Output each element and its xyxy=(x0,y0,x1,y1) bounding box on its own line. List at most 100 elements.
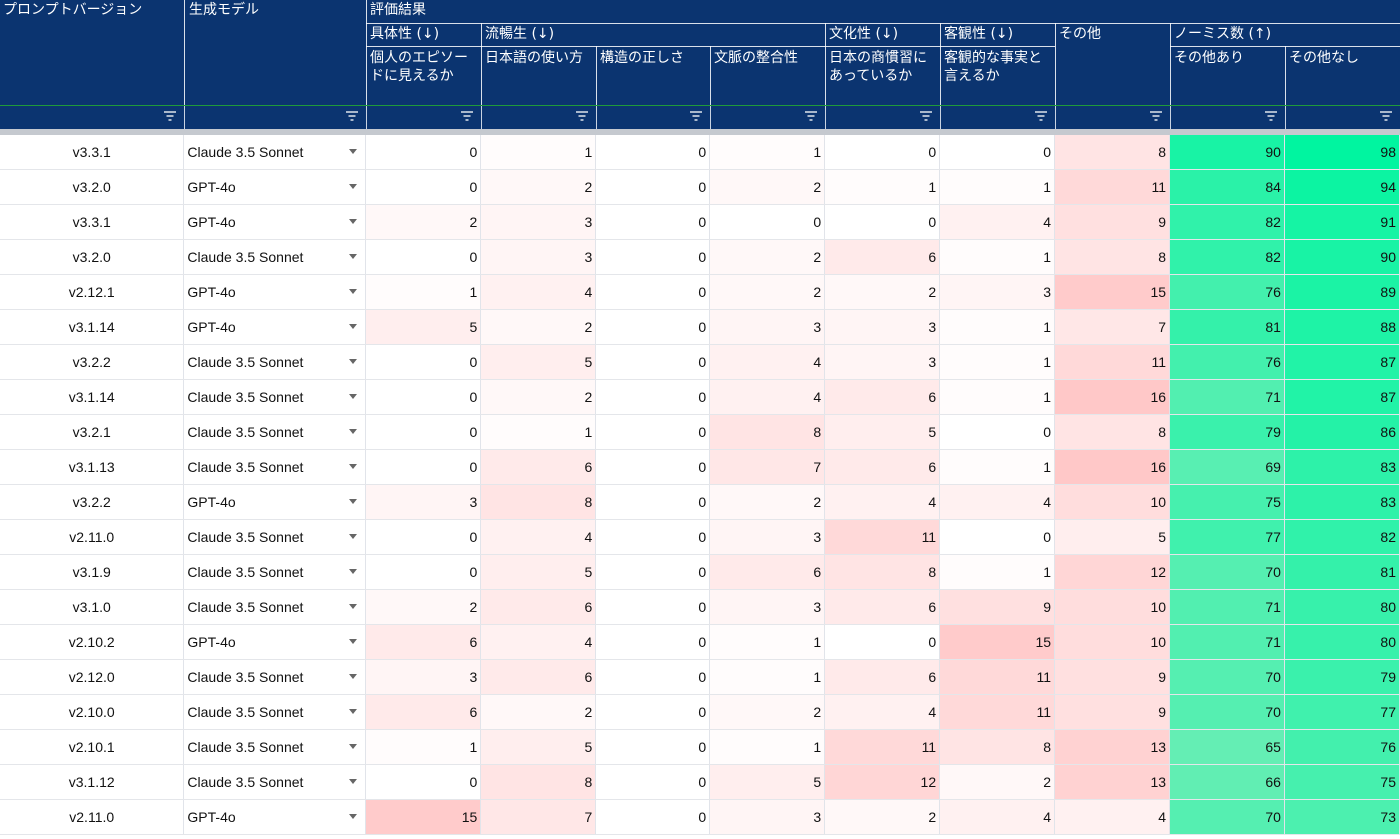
cell-prompt-version[interactable]: v3.3.1 xyxy=(0,135,185,170)
filter-icon[interactable] xyxy=(460,109,474,123)
dropdown-arrow-icon[interactable] xyxy=(349,289,358,294)
cell-structure[interactable]: 0 xyxy=(595,694,711,730)
cell-structure[interactable]: 0 xyxy=(595,169,711,205)
cell-structure[interactable]: 0 xyxy=(595,519,711,555)
cell-model-dropdown[interactable]: Claude 3.5 Sonnet xyxy=(183,449,367,485)
filter-icon[interactable] xyxy=(1034,109,1048,123)
cell-fact[interactable]: 9 xyxy=(939,589,1056,625)
cell-context[interactable]: 6 xyxy=(709,554,826,590)
cell-episode[interactable]: 0 xyxy=(365,519,482,555)
cell-japanese[interactable]: 2 xyxy=(480,309,597,345)
header-with-other[interactable]: その他あり xyxy=(1174,50,1244,66)
cell-structure[interactable]: 0 xyxy=(595,379,711,415)
cell-other[interactable]: 8 xyxy=(1054,239,1171,275)
dropdown-arrow-icon[interactable] xyxy=(349,429,358,434)
cell-fact[interactable]: 11 xyxy=(939,659,1056,695)
filter-icon[interactable] xyxy=(919,109,933,123)
cell-with-other[interactable]: 79 xyxy=(1169,414,1285,450)
cell-episode[interactable]: 6 xyxy=(365,624,482,660)
cell-prompt-version[interactable]: v2.10.0 xyxy=(0,694,185,730)
cell-with-other[interactable]: 71 xyxy=(1169,589,1285,625)
cell-with-other[interactable]: 69 xyxy=(1169,449,1285,485)
cell-business[interactable]: 6 xyxy=(824,239,941,275)
cell-prompt-version[interactable]: v3.1.14 xyxy=(0,379,185,415)
cell-context[interactable]: 1 xyxy=(709,729,826,765)
cell-model-dropdown[interactable]: Claude 3.5 Sonnet xyxy=(183,239,367,275)
cell-model-dropdown[interactable]: GPT-4o xyxy=(183,204,367,240)
dropdown-arrow-icon[interactable] xyxy=(349,604,358,609)
cell-episode[interactable]: 1 xyxy=(365,729,482,765)
cell-model-dropdown[interactable]: GPT-4o xyxy=(183,484,367,520)
cell-structure[interactable]: 0 xyxy=(595,414,711,450)
cell-other[interactable]: 11 xyxy=(1054,344,1171,380)
header-without-other[interactable]: その他なし xyxy=(1289,50,1359,66)
cell-context[interactable]: 2 xyxy=(709,484,826,520)
cell-without-other[interactable]: 80 xyxy=(1284,624,1400,660)
cell-structure[interactable]: 0 xyxy=(595,554,711,590)
header-context[interactable]: 文脈の整合性 xyxy=(714,50,798,66)
dropdown-arrow-icon[interactable] xyxy=(349,359,358,364)
filter-icon[interactable] xyxy=(1149,109,1163,123)
cell-context[interactable]: 3 xyxy=(709,519,826,555)
cell-without-other[interactable]: 81 xyxy=(1284,554,1400,590)
cell-structure[interactable]: 0 xyxy=(595,309,711,345)
cell-context[interactable]: 7 xyxy=(709,449,826,485)
cell-with-other[interactable]: 66 xyxy=(1169,764,1285,800)
header-nomiss[interactable]: ノーミス数 (↑) xyxy=(1174,26,1272,42)
header-objective-fact[interactable]: 客観的な事実と言えるか xyxy=(944,50,1042,84)
cell-business[interactable]: 8 xyxy=(824,554,941,590)
cell-episode[interactable]: 2 xyxy=(365,589,482,625)
cell-context[interactable]: 4 xyxy=(709,379,826,415)
header-eval-results[interactable]: 評価結果 xyxy=(370,2,426,18)
cell-context[interactable]: 2 xyxy=(709,694,826,730)
filter-icon[interactable] xyxy=(1379,109,1393,123)
cell-episode[interactable]: 0 xyxy=(365,449,482,485)
cell-context[interactable]: 0 xyxy=(709,204,826,240)
dropdown-arrow-icon[interactable] xyxy=(349,254,358,259)
cell-without-other[interactable]: 75 xyxy=(1284,764,1400,800)
cell-model-dropdown[interactable]: Claude 3.5 Sonnet xyxy=(183,344,367,380)
header-other[interactable]: その他 xyxy=(1059,26,1101,42)
cell-context[interactable]: 2 xyxy=(709,274,826,310)
cell-with-other[interactable]: 65 xyxy=(1169,729,1285,765)
cell-japanese[interactable]: 1 xyxy=(480,135,597,170)
cell-episode[interactable]: 3 xyxy=(365,659,482,695)
cell-without-other[interactable]: 80 xyxy=(1284,589,1400,625)
cell-structure[interactable]: 0 xyxy=(595,729,711,765)
dropdown-arrow-icon[interactable] xyxy=(349,674,358,679)
cell-with-other[interactable]: 82 xyxy=(1169,204,1285,240)
header-structure[interactable]: 構造の正しさ xyxy=(600,50,684,66)
cell-japanese[interactable]: 8 xyxy=(480,484,597,520)
cell-context[interactable]: 2 xyxy=(709,169,826,205)
cell-structure[interactable]: 0 xyxy=(595,274,711,310)
cell-prompt-version[interactable]: v2.12.0 xyxy=(0,659,185,695)
cell-other[interactable]: 10 xyxy=(1054,484,1171,520)
cell-other[interactable]: 12 xyxy=(1054,554,1171,590)
cell-episode[interactable]: 0 xyxy=(365,379,482,415)
cell-other[interactable]: 9 xyxy=(1054,659,1171,695)
dropdown-arrow-icon[interactable] xyxy=(349,219,358,224)
cell-other[interactable]: 8 xyxy=(1054,414,1171,450)
cell-business[interactable]: 6 xyxy=(824,449,941,485)
cell-fact[interactable]: 15 xyxy=(939,624,1056,660)
cell-japanese[interactable]: 2 xyxy=(480,169,597,205)
header-objectivity[interactable]: 客観性 (↓) xyxy=(944,26,1014,42)
cell-other[interactable]: 10 xyxy=(1054,624,1171,660)
cell-without-other[interactable]: 83 xyxy=(1284,449,1400,485)
cell-context[interactable]: 3 xyxy=(709,309,826,345)
cell-prompt-version[interactable]: v3.2.0 xyxy=(0,169,185,205)
header-fluency[interactable]: 流暢生 (↓) xyxy=(485,26,555,42)
cell-with-other[interactable]: 70 xyxy=(1169,554,1285,590)
cell-prompt-version[interactable]: v2.10.1 xyxy=(0,729,185,765)
cell-structure[interactable]: 0 xyxy=(595,204,711,240)
cell-other[interactable]: 10 xyxy=(1054,589,1171,625)
header-culture[interactable]: 文化性 (↓) xyxy=(829,26,899,42)
header-specificity[interactable]: 具体性 (↓) xyxy=(370,26,440,42)
cell-fact[interactable]: 4 xyxy=(939,799,1056,835)
header-model[interactable]: 生成モデル xyxy=(189,2,259,18)
cell-business[interactable]: 3 xyxy=(824,309,941,345)
cell-japanese[interactable]: 5 xyxy=(480,554,597,590)
cell-japanese[interactable]: 2 xyxy=(480,379,597,415)
cell-business[interactable]: 3 xyxy=(824,344,941,380)
dropdown-arrow-icon[interactable] xyxy=(349,639,358,644)
